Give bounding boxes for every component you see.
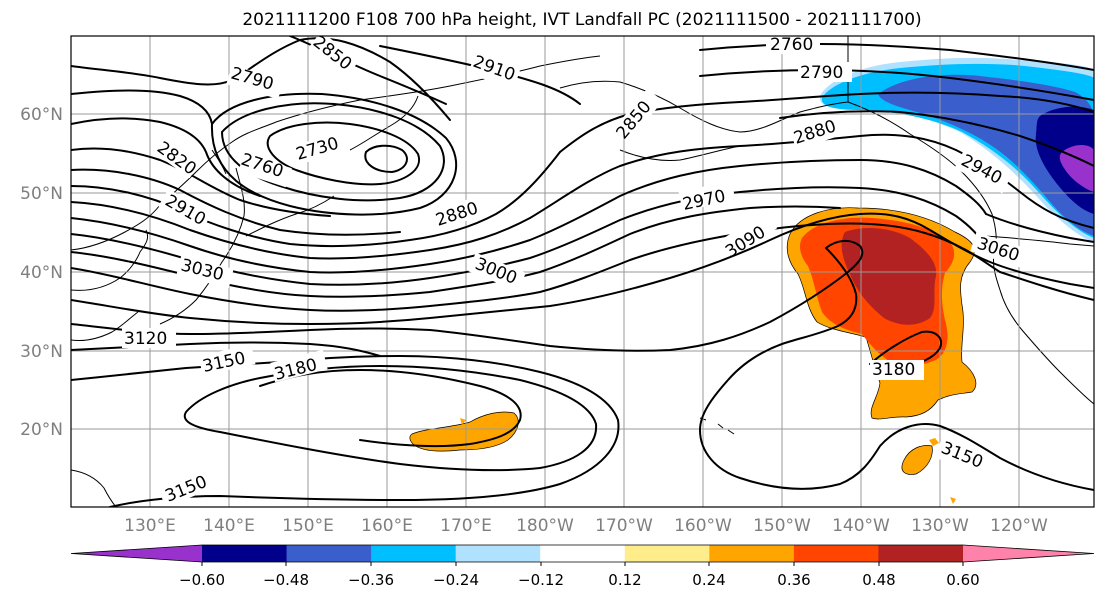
- lon-label: 170°E: [440, 516, 492, 536]
- contour-3090-east: [999, 271, 1094, 301]
- contour-label: 2790: [800, 63, 843, 83]
- colorbar-tick-label: 0.60: [946, 571, 979, 589]
- ivt-fill-west-orange: [409, 411, 519, 452]
- contour-2790-east: [699, 69, 1094, 101]
- lat-label: 40°N: [20, 263, 63, 283]
- contour-3060: [71, 212, 1094, 325]
- coast-alaska: [559, 80, 849, 133]
- lon-label: 130°W: [911, 516, 969, 536]
- lon-label: 140°E: [203, 516, 255, 536]
- colorbar-segment: [202, 545, 288, 562]
- colorbar-segment: [624, 545, 710, 562]
- colorbar-tick-label: −0.24: [433, 571, 479, 589]
- lon-label: 160°W: [674, 516, 732, 536]
- contour-3150-east: [699, 247, 1094, 491]
- contour-ring-2: [210, 92, 458, 216]
- colorbar-segment: [71, 545, 202, 562]
- contour-2790: [71, 37, 451, 121]
- colorbar-segment: [540, 545, 626, 562]
- coast-korea: [71, 229, 149, 291]
- ivt-fill-islet-tiny: [950, 497, 956, 504]
- map-panel: 2850 2910 2760 2790 2790 2730 2760 2820 …: [70, 35, 1095, 508]
- colorbar-segment: [878, 545, 964, 562]
- colorbar-tick-label: −0.60: [179, 571, 225, 589]
- coast-asia-mainland: [71, 121, 277, 251]
- contour-label: 3120: [124, 329, 167, 349]
- contour-label: 3180: [872, 360, 915, 380]
- map-title: 2021111200 F108 700 hPa height, IVT Land…: [242, 10, 921, 30]
- contour-2790-west: [71, 89, 213, 125]
- coast-china-south: [71, 311, 139, 341]
- contour-2880-west: [71, 168, 401, 236]
- colorbar-segment: [371, 545, 457, 562]
- colorbar-tick-label: 0.24: [692, 571, 725, 589]
- colorbar-segment: [709, 545, 795, 562]
- contour-2730: [266, 121, 421, 186]
- colorbar-segment: [963, 545, 1094, 562]
- colorbar-segment: [455, 545, 541, 562]
- contour-3180-west: [259, 369, 522, 448]
- contour-3000-east: [985, 213, 1094, 243]
- coast-russia-north: [275, 55, 601, 123]
- contour-2880-east: [779, 110, 1094, 167]
- contour-3090: [71, 240, 864, 352]
- latitude-labels: 60°N 50°N 40°N 30°N 20°N: [20, 105, 63, 440]
- ivt-fill-islet-orange: [901, 445, 933, 475]
- lat-label: 60°N: [20, 105, 63, 125]
- map-frame: [70, 35, 1095, 508]
- colorbar-ticks: [201, 562, 964, 566]
- coast-alaska-peninsula: [619, 145, 741, 161]
- colorbar-tick-label: −0.36: [348, 571, 394, 589]
- coast-kurils: [245, 195, 335, 237]
- contour-label: 2760: [770, 35, 813, 55]
- contour-2970: [71, 186, 987, 286]
- longitude-labels: 130°E 140°E 150°E 160°E 170°E 180°W 170°…: [124, 516, 1048, 536]
- colorbar-tick-label: 0.12: [608, 571, 641, 589]
- coast-philippines: [71, 469, 117, 507]
- lon-label: 150°E: [282, 516, 334, 536]
- lon-label: 160°E: [361, 516, 413, 536]
- contour-low-inner: [364, 144, 408, 173]
- colorbar-segments: [70, 544, 1095, 563]
- contour-2760-east: [699, 43, 1094, 71]
- colorbar-segment: [793, 545, 879, 562]
- colorbar-tick-label: −0.12: [518, 571, 564, 589]
- lat-label: 50°N: [20, 184, 63, 204]
- colorbar-tick-label: 0.48: [862, 571, 895, 589]
- contour-3030: [71, 222, 1001, 312]
- contour-2760-ring: [221, 102, 445, 202]
- lon-label: 140°W: [832, 516, 890, 536]
- lon-label: 120°W: [990, 516, 1048, 536]
- border-us-canada: [985, 235, 1094, 247]
- ivt-fill-islet-small: [929, 438, 939, 446]
- ivt-positive-region-west: [409, 411, 519, 452]
- colorbar-tick-label: −0.48: [263, 571, 309, 589]
- ivt-positive-region-east: [786, 207, 977, 504]
- coastlines: [71, 36, 1094, 507]
- contour-2940: [71, 159, 987, 274]
- contour-2850-west: [71, 147, 331, 217]
- ivt-fill-dark-red: [841, 228, 937, 325]
- ivt-fill-purple: [1059, 145, 1094, 192]
- lat-label: 30°N: [20, 342, 63, 362]
- colorbar: −0.60 −0.48 −0.36 −0.24 −0.12 0.12 0.24 …: [70, 544, 1095, 589]
- colorbar-tick-label: 0.36: [777, 571, 810, 589]
- colorbar-segment: [286, 545, 372, 562]
- contour-2820: [71, 117, 261, 197]
- lon-label: 130°E: [124, 516, 176, 536]
- lon-label: 180°W: [516, 516, 574, 536]
- ivt-fill-west-tiny: [460, 418, 466, 425]
- coast-kamchatka: [349, 95, 419, 151]
- lon-label: 150°W: [753, 516, 811, 536]
- colorbar-tick-labels: −0.60 −0.48 −0.36 −0.24 −0.12 0.12 0.24 …: [179, 571, 980, 589]
- lat-label: 20°N: [20, 420, 63, 440]
- lon-label: 170°W: [595, 516, 653, 536]
